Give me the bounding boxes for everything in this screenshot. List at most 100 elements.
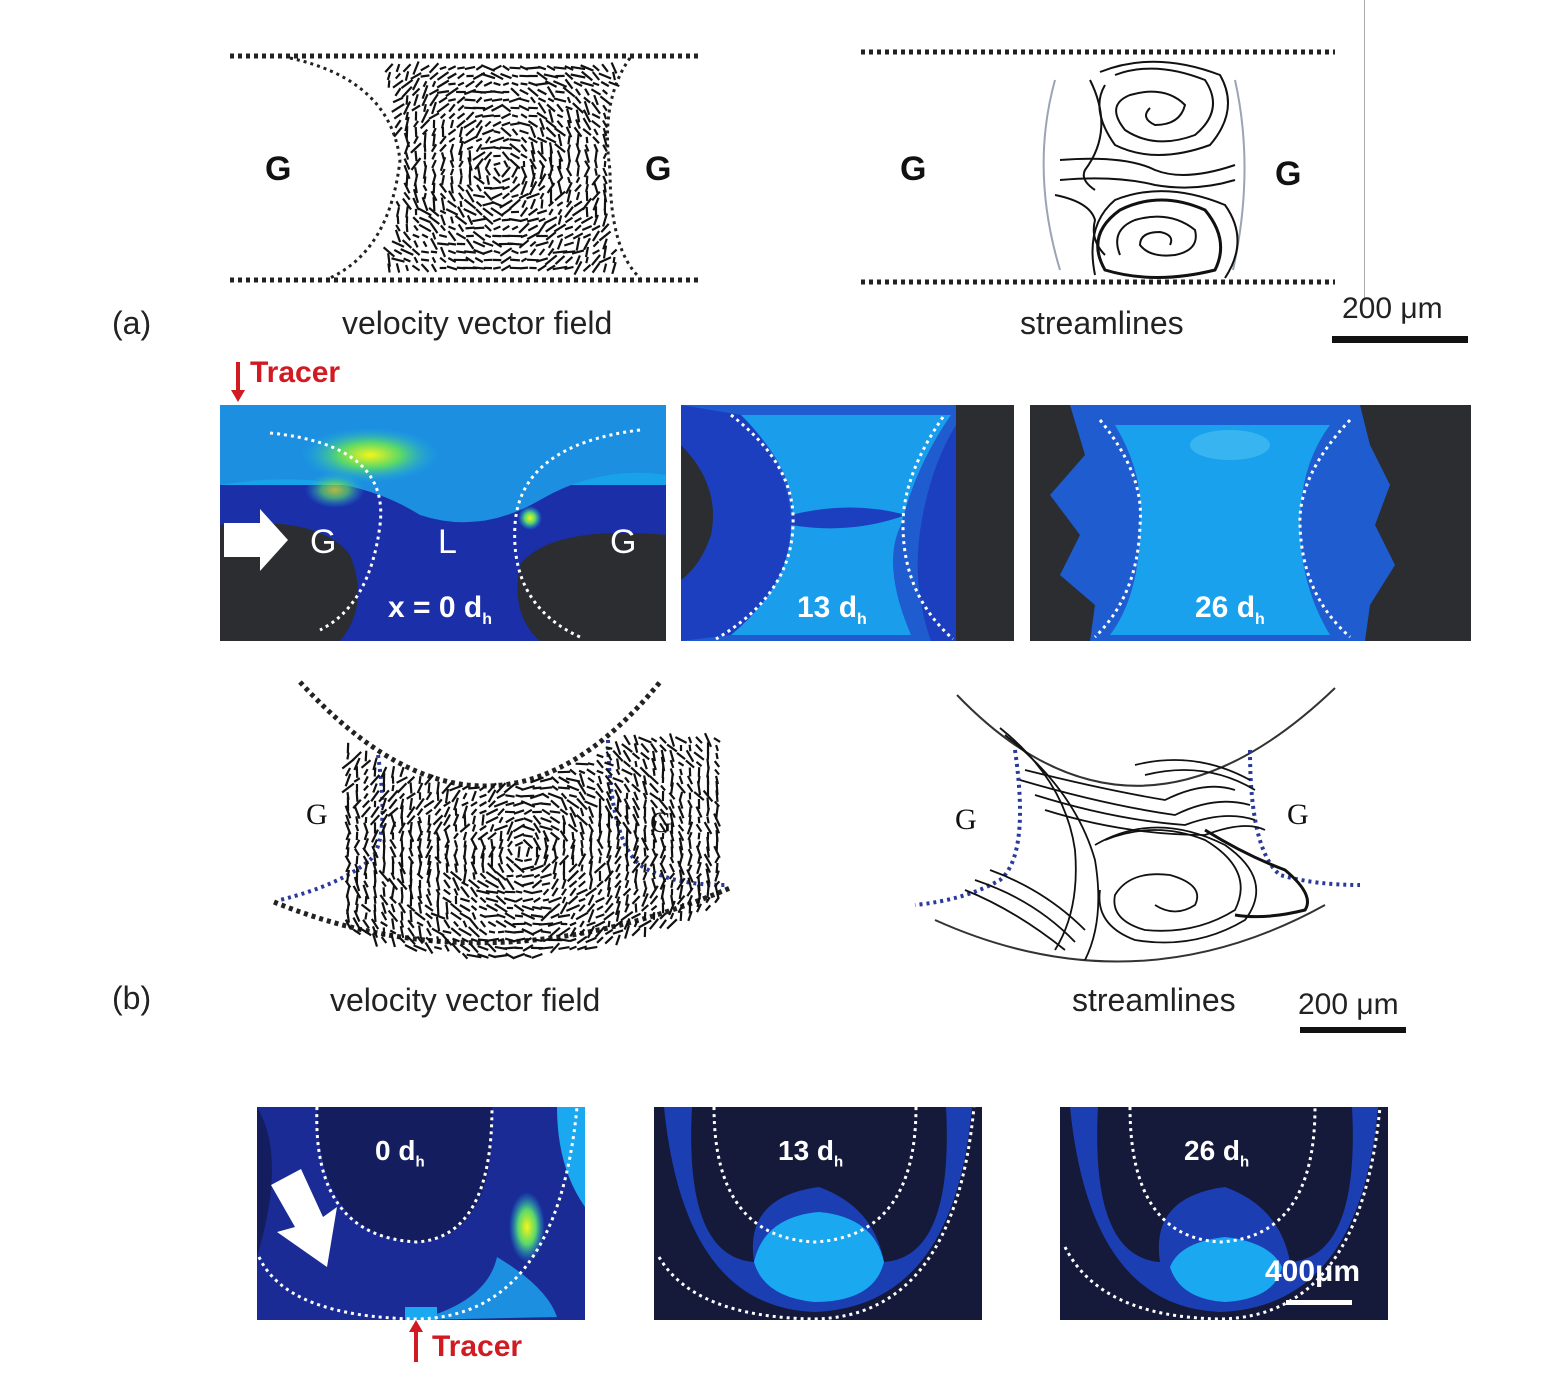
velocity-vector: [652, 768, 656, 776]
velocity-vector: [530, 776, 544, 784]
velocity-vector: [600, 80, 610, 88]
velocity-vector: [492, 64, 502, 72]
velocity-vector: [372, 885, 378, 899]
velocity-vector: [558, 776, 570, 784]
velocity-vector: [379, 813, 389, 827]
velocity-vector: [392, 96, 404, 104]
velocity-vector: [560, 797, 568, 811]
velocity-vector: [420, 258, 430, 262]
velocity-vector: [477, 831, 489, 841]
velocity-vector: [442, 896, 452, 904]
velocity-vector: [479, 824, 487, 832]
velocity-vector: [396, 215, 400, 225]
velocity-vector: [418, 223, 432, 233]
velocity-vector: [500, 72, 512, 80]
velocity-vector: [470, 938, 478, 942]
velocity-vector: [551, 887, 559, 897]
velocity-vector: [373, 870, 377, 882]
velocity-vector: [354, 848, 360, 856]
velocity-vector: [693, 751, 705, 761]
velocity-vector: [678, 869, 684, 883]
velocity-vector: [677, 860, 685, 876]
velocity-vector: [515, 794, 523, 798]
velocity-vector: [649, 885, 659, 899]
streamlines-drawing-a: [861, 49, 1335, 285]
velocity-vector: [591, 190, 601, 202]
velocity-vector: [668, 872, 676, 880]
velocity-vector: [651, 806, 657, 818]
velocity-vector: [458, 160, 464, 168]
velocity-vector: [537, 173, 547, 187]
velocity-vector: [415, 797, 425, 811]
velocity-vector: [410, 72, 422, 80]
velocity-vector: [641, 892, 649, 908]
velocity-vector: [506, 874, 514, 878]
velocity-vector: [560, 792, 568, 800]
velocity-vector: [425, 912, 433, 920]
velocity-vector: [461, 881, 469, 887]
velocity-vector: [362, 884, 370, 900]
velocity-vector: [412, 233, 420, 239]
velocity-vector: [399, 920, 405, 928]
velocity-vector: [407, 927, 415, 937]
velocity-vector: [670, 782, 674, 794]
velocity-vector: [465, 226, 475, 230]
velocity-vector: [492, 176, 502, 184]
velocity-vector: [602, 152, 608, 160]
velocity-vector: [678, 791, 684, 801]
velocity-vector: [586, 785, 596, 791]
tracer-label-b-clip: Tracer: [428, 1326, 568, 1383]
velocity-vector: [418, 925, 422, 939]
velocity-vector: [493, 167, 501, 177]
velocity-vector: [554, 143, 566, 153]
velocity-vector: [481, 863, 485, 873]
velocity-vector: [521, 794, 535, 798]
velocity-vector: [546, 103, 556, 113]
velocity-vector: [503, 160, 509, 168]
velocity-vector: [440, 119, 446, 129]
velocity-vector: [450, 216, 454, 224]
velocity-vector: [586, 921, 596, 927]
velocity-vector: [421, 196, 429, 212]
velocity-vector: [444, 839, 450, 849]
velocity-vector: [496, 877, 506, 891]
velocity-vector: [566, 159, 572, 169]
velocity-vector: [439, 256, 447, 264]
velocity-vector: [462, 792, 468, 800]
velocity-vector: [697, 856, 701, 864]
velocity-vector: [513, 809, 525, 815]
velocity-vector: [505, 816, 515, 824]
velocity-vector: [485, 871, 499, 881]
divider-line: [1364, 0, 1365, 300]
velocity-vector: [502, 224, 510, 232]
velocity-vector: [449, 119, 455, 129]
velocity-vector: [461, 937, 469, 943]
velocity-vector: [564, 65, 574, 71]
velocity-vector: [502, 185, 510, 191]
velocity-vector: [418, 216, 432, 224]
velocity-vector: [570, 65, 586, 71]
velocity-vector: [592, 249, 600, 255]
velocity-vector: [463, 135, 477, 145]
velocity-vector: [476, 164, 482, 180]
velocity-vector: [549, 815, 561, 825]
velocity-vector: [381, 901, 387, 915]
caption-b-streamlines: streamlines: [1072, 982, 1236, 1018]
velocity-vector: [659, 736, 667, 744]
velocity-vector: [417, 895, 423, 905]
velocity-vector: [457, 66, 465, 70]
velocity-vector: [360, 903, 372, 913]
velocity-vector: [493, 249, 501, 255]
velocity-vector: [531, 905, 543, 911]
velocity-vector: [394, 87, 402, 97]
velocity-vector: [622, 760, 632, 768]
velocity-vector: [576, 797, 588, 811]
velocity-vector: [487, 943, 497, 953]
velocity-vector: [418, 775, 422, 785]
velocity-vector: [592, 181, 600, 195]
velocity-vector: [501, 166, 511, 178]
velocity-vector: [643, 847, 647, 857]
velocity-vector: [371, 926, 379, 938]
velocity-vector: [581, 197, 593, 211]
velocity-vector: [513, 862, 525, 874]
